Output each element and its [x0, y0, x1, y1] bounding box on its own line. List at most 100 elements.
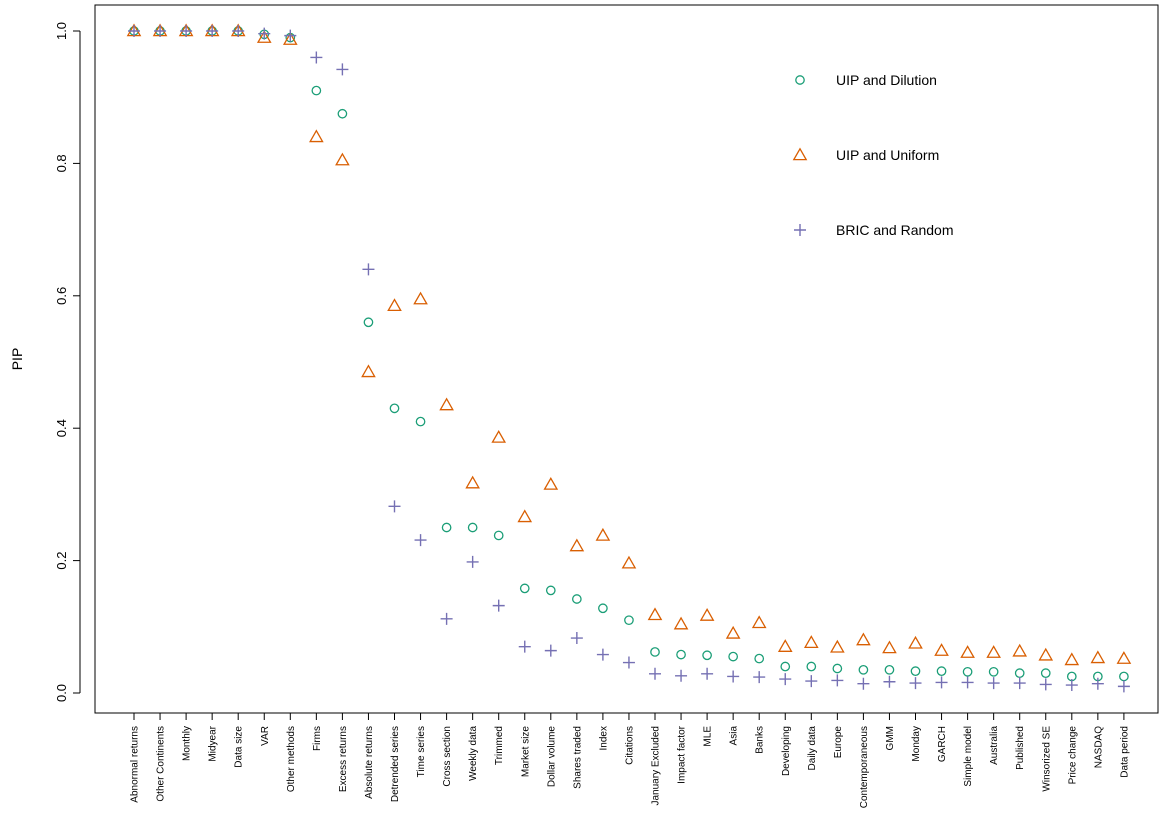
x-tick-label-developing: Developing [781, 726, 792, 776]
point-uip-and-uniform-impact-factor [673, 616, 689, 630]
point-uip-and-uniform-mle [699, 608, 715, 621]
point-uip-and-uniform-australia [986, 645, 1001, 658]
point-bric-and-random-trimmed [492, 599, 505, 612]
point-uip-and-uniform-europe [830, 639, 845, 653]
point-uip-and-uniform-winsorized-se [1038, 647, 1054, 661]
point-uip-and-uniform-developing [777, 639, 793, 652]
point-uip-and-uniform-published [1012, 643, 1028, 657]
point-uip-and-uniform-simple-model [960, 645, 975, 658]
x-tick-label-nasdaq: NASDAQ [1093, 726, 1104, 768]
x-tick-label-impact-factor: Impact factor [677, 725, 688, 783]
point-uip-and-uniform-cross-section [439, 397, 454, 411]
point-bric-and-random-australia [987, 677, 1000, 690]
x-tick-label-contemporaneous: Contemporaneous [859, 726, 870, 808]
x-tick-label-other-methods: Other methods [286, 726, 297, 792]
x-tick-label-australia: Australia [989, 726, 1000, 765]
point-uip-and-dilution-contemporaneous [858, 664, 869, 675]
point-uip-and-dilution-absolute-returns [363, 317, 374, 328]
point-uip-and-dilution-gmm [884, 664, 895, 675]
series-uip-and-uniform [126, 23, 1132, 666]
point-uip-and-dilution-detrended-series [389, 403, 400, 414]
point-uip-and-uniform-monday [908, 635, 923, 649]
x-tick-label-other-continents: Other Continents [156, 726, 167, 802]
x-tick-label-banks: Banks [755, 726, 766, 754]
point-bric-and-random-other-continents [154, 25, 167, 37]
point-bric-and-random-abnormal-returns [128, 25, 140, 37]
x-tick-label-excess-returns: Excess returns [338, 726, 349, 792]
point-bric-and-random-impact-factor [675, 669, 688, 682]
point-uip-and-dilution-data-period [1119, 671, 1129, 682]
point-uip-and-uniform-garch [934, 643, 949, 656]
point-uip-and-uniform-dollar-volume [543, 476, 559, 490]
y-tick-label: 0.0 [54, 684, 69, 702]
x-tick-label-simple-model: Simple model [963, 726, 974, 787]
legend-label-uip-and-uniform: UIP and Uniform [836, 147, 939, 163]
x-tick-label-daily-data: Daily data [807, 726, 818, 771]
point-bric-and-random-midyear [206, 25, 219, 37]
plot-frame [94, 4, 1159, 714]
point-uip-and-dilution-simple-model [962, 666, 973, 677]
y-tick-label: 0.6 [54, 287, 69, 305]
point-bric-and-random-weekly-data [466, 555, 479, 568]
point-uip-and-dilution-daily-data [806, 661, 817, 672]
point-bric-and-random-time-series [414, 534, 427, 547]
point-bric-and-random-dollar-volume [544, 644, 557, 657]
x-tick-label-price-change: Price change [1067, 726, 1078, 785]
point-uip-and-dilution-australia [988, 666, 999, 677]
point-uip-and-dilution-trimmed [493, 530, 504, 541]
point-uip-and-dilution-time-series [415, 416, 426, 427]
x-tick-label-cross-section: Cross section [442, 726, 453, 787]
x-tick-label-time-series: Time series [416, 726, 427, 777]
point-uip-and-dilution-winsorized-se [1040, 668, 1051, 678]
point-bric-and-random-contemporaneous [857, 677, 870, 690]
x-tick-label-weekly-data: Weekly data [468, 726, 479, 781]
point-uip-and-dilution-mle [702, 650, 712, 661]
point-bric-and-random-europe [831, 674, 844, 687]
x-tick-label-var: VAR [260, 726, 271, 746]
point-uip-and-uniform-index [595, 527, 611, 541]
point-uip-and-dilution-index [598, 603, 608, 614]
y-tick-label: 0.4 [54, 419, 69, 437]
x-tick-label-absolute-returns: Absolute returns [364, 726, 375, 799]
point-bric-and-random-nasdaq [1091, 677, 1104, 690]
legend-label-bric-and-random: BRIC and Random [836, 222, 954, 238]
point-uip-and-uniform-banks [751, 615, 767, 629]
legend-item-uip-and-dilution: UIP and Dilution [795, 72, 937, 88]
point-bric-and-random-firms [310, 51, 323, 64]
point-uip-and-uniform-data-period [1116, 651, 1132, 664]
legend-item-uip-and-uniform: UIP and Uniform [792, 147, 939, 163]
x-tick-label-january-excluded: January Excluded [651, 726, 662, 806]
point-bric-and-random-published [1013, 677, 1026, 690]
point-bric-and-random-asia [727, 670, 740, 683]
y-tick-label: 1.0 [54, 22, 69, 40]
x-tick-label-data-period: Data period [1119, 726, 1130, 778]
point-uip-and-uniform-asia [725, 625, 741, 639]
point-uip-and-uniform-shares-traded [569, 538, 585, 552]
point-bric-and-random-shares-traded [570, 632, 583, 645]
point-uip-and-dilution-firms [311, 85, 322, 96]
point-bric-and-random-january-excluded [649, 667, 661, 680]
x-tick-label-market-size: Market size [520, 726, 531, 778]
point-uip-and-uniform-citations [621, 555, 637, 569]
point-uip-and-dilution-dollar-volume [545, 585, 556, 596]
point-uip-and-dilution-europe [832, 663, 843, 674]
y-axis: 0.0 0.2 0.4 0.6 0.8 1.0 [54, 22, 81, 702]
x-tick-label-dollar-volume: Dollar volume [546, 726, 557, 788]
x-tick-label-index: Index [598, 726, 609, 750]
point-bric-and-random-market-size [518, 640, 531, 653]
point-bric-and-random-excess-returns [336, 63, 349, 76]
point-uip-and-dilution-market-size [519, 583, 530, 594]
x-tick-label-asia: Asia [729, 726, 740, 746]
x-tick-label-mle: MLE [703, 726, 714, 747]
point-uip-and-uniform-detrended-series [387, 298, 402, 312]
point-uip-and-dilution-citations [624, 615, 634, 626]
point-uip-and-dilution-asia [728, 651, 739, 662]
point-uip-and-uniform-january-excluded [647, 607, 663, 621]
x-tick-label-gmm: GMM [885, 726, 896, 750]
x-axis: Abnormal returns Other Continents Monthly M… [130, 712, 1130, 808]
legend-label-uip-and-dilution: UIP and Dilution [836, 72, 937, 88]
point-bric-and-random-data-size [232, 25, 245, 37]
point-uip-and-uniform-gmm [882, 640, 897, 654]
point-uip-and-uniform-nasdaq [1090, 650, 1106, 664]
